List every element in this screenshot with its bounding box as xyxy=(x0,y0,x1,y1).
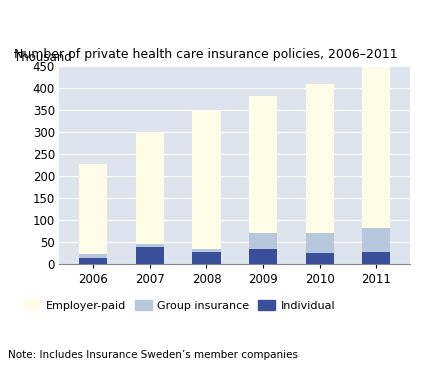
Bar xyxy=(249,233,277,249)
Legend: Employer-paid, Group insurance, Individual: Employer-paid, Group insurance, Individu… xyxy=(19,295,340,315)
Bar xyxy=(79,258,107,264)
Bar xyxy=(192,249,221,252)
Bar xyxy=(79,254,107,258)
Bar xyxy=(249,95,277,233)
Bar xyxy=(362,228,390,252)
Bar xyxy=(136,132,164,244)
Bar xyxy=(362,68,390,228)
Bar xyxy=(362,252,390,264)
Bar xyxy=(192,252,221,264)
Text: Note: Includes Insurance Sweden’s member companies: Note: Includes Insurance Sweden’s member… xyxy=(8,350,299,360)
Bar xyxy=(249,249,277,264)
Bar xyxy=(305,253,334,264)
Text: Number of private health care insurance policies, 2006–2011: Number of private health care insurance … xyxy=(14,48,397,61)
Text: Thousand: Thousand xyxy=(14,51,71,64)
Bar xyxy=(305,233,334,253)
Bar xyxy=(192,110,221,249)
Bar xyxy=(136,244,164,247)
Bar xyxy=(79,164,107,254)
Bar xyxy=(305,84,334,233)
Bar xyxy=(136,247,164,264)
